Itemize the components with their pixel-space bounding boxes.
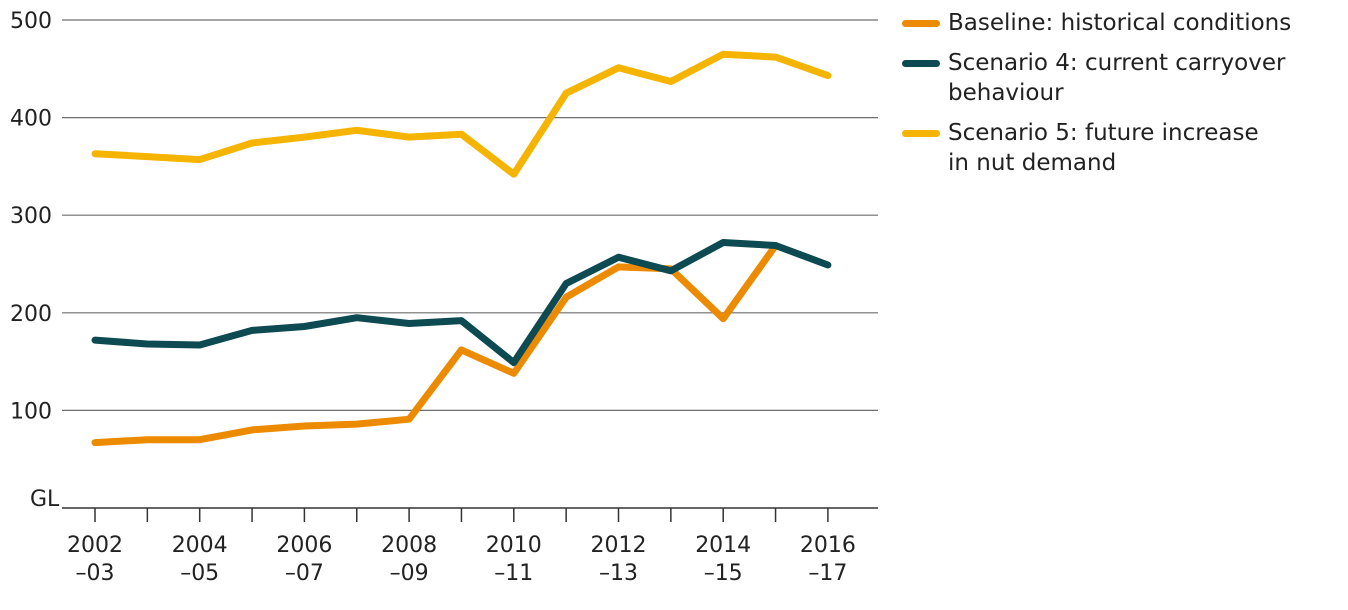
- x-tick-label: –05: [180, 561, 219, 586]
- x-tick-label: –03: [76, 561, 115, 586]
- x-tick-label: –09: [390, 561, 429, 586]
- x-tick-label: –15: [704, 561, 743, 586]
- y-tick-label: 500: [10, 9, 52, 34]
- x-tick-label: 2004: [172, 533, 228, 558]
- y-tick-label: 400: [10, 107, 52, 132]
- x-tick-label: –11: [494, 561, 533, 586]
- legend-item: Scenario 5: future increase in nut demand: [900, 118, 1340, 178]
- legend-item: Baseline: historical conditions: [900, 8, 1340, 38]
- y-tick-label: 200: [10, 302, 52, 327]
- legend: Baseline: historical conditions Scenario …: [900, 8, 1340, 188]
- x-tick-label: 2010: [486, 533, 542, 558]
- x-tick-label: –13: [599, 561, 638, 586]
- y-tick-label: 300: [10, 204, 52, 229]
- series-line-2: [91, 239, 832, 367]
- x-tick-label: 2002: [67, 533, 123, 558]
- legend-label: behaviour: [948, 80, 1064, 106]
- legend-swatch: [902, 20, 940, 27]
- x-tick-label: 2006: [276, 533, 332, 558]
- x-tick-label: 2016: [800, 533, 856, 558]
- legend-swatch: [902, 60, 940, 67]
- x-tick-label: –07: [285, 561, 324, 586]
- x-tick-label: 2014: [695, 533, 751, 558]
- legend-swatch: [902, 130, 940, 137]
- x-tick-label: –17: [808, 561, 847, 586]
- legend-label: Baseline: historical conditions: [948, 10, 1292, 36]
- legend-item: Scenario 4: current carryover behaviour: [900, 48, 1340, 108]
- y-tick-label: 100: [10, 399, 52, 424]
- legend-label: Scenario 4: current carryover: [948, 50, 1286, 76]
- x-tick-label: 2008: [381, 533, 437, 558]
- x-tick-label: 2012: [591, 533, 647, 558]
- series-line-3: [91, 50, 832, 178]
- legend-label: in nut demand: [948, 150, 1117, 176]
- y-axis-label: GL: [30, 487, 60, 512]
- legend-label: Scenario 5: future increase: [948, 120, 1259, 146]
